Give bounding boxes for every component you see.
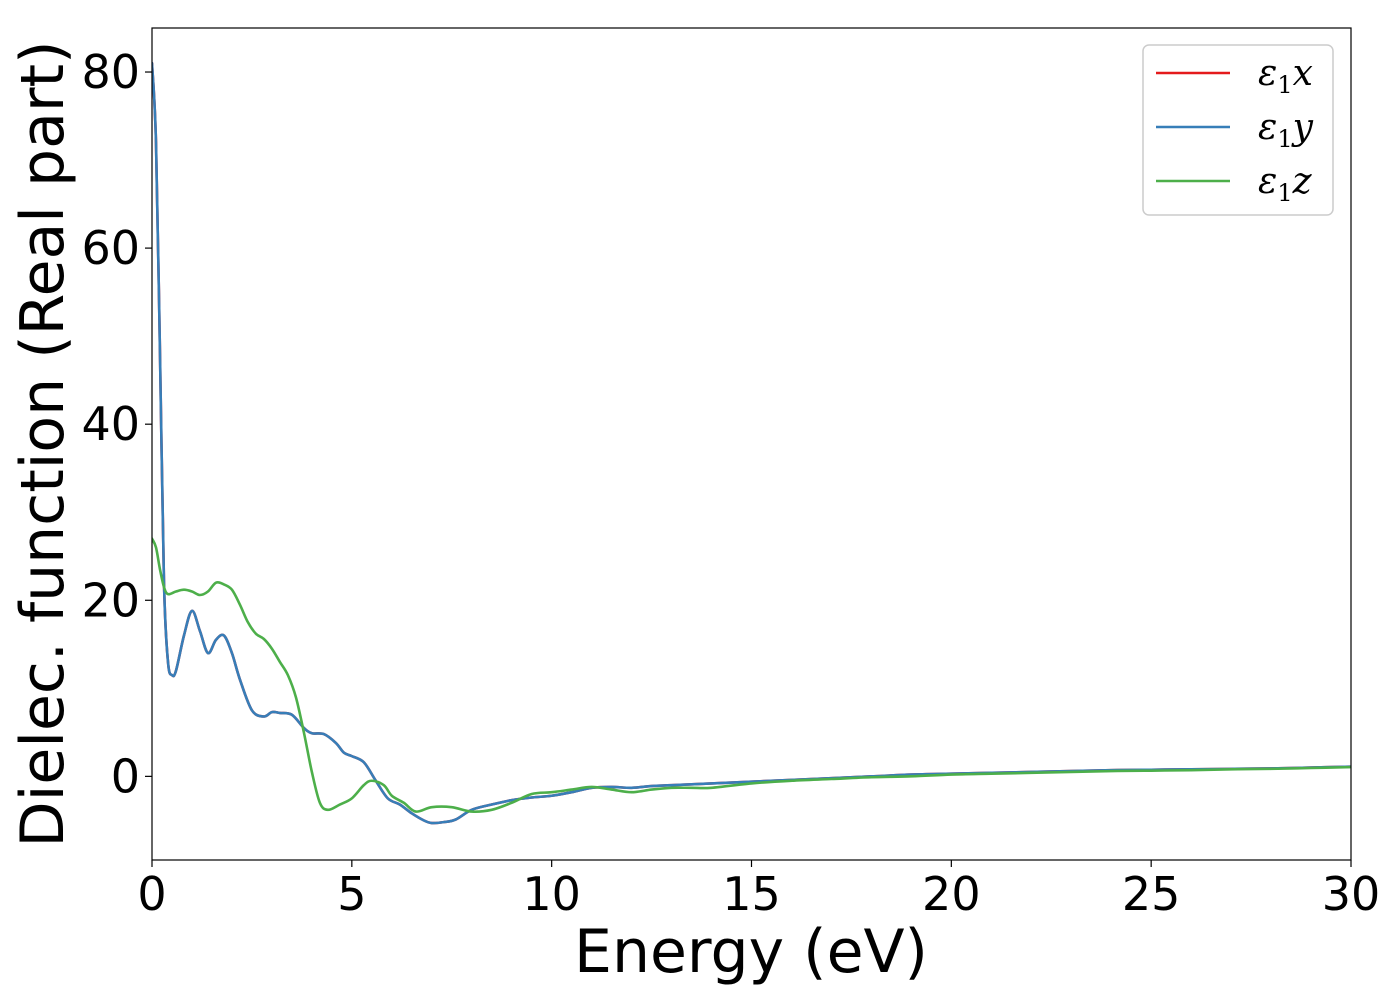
legend-label-z: ε1z [1258,161,1313,207]
y-tick-label: 60 [81,221,140,275]
x-tick-label: 10 [522,867,581,921]
legend-subscript: 1 [1277,71,1292,99]
legend-box [1142,44,1334,216]
x-tick-label: 20 [922,867,981,921]
y-tick-label: 40 [81,397,140,451]
legend-label-x: ε1x [1258,53,1313,99]
legend-subscript: 1 [1277,179,1292,207]
y-tick-label: 0 [111,749,140,803]
legend-symbol: ε [1258,107,1277,148]
x-tick-label: 5 [337,867,366,921]
y-axis-title: Dielec. function (Real part) [8,41,78,848]
legend-label-y: ε1y [1258,107,1314,153]
y-tick-label: 20 [81,573,140,627]
x-tick-label: 15 [722,867,781,921]
legend-series-name: x [1293,53,1313,94]
legend-symbol: ε [1258,161,1277,202]
legend-subscript: 1 [1277,125,1292,153]
x-tick-label: 30 [1322,867,1381,921]
series-line-y [152,61,1351,825]
legend-symbol: ε [1258,53,1277,94]
legend-series-name: y [1291,107,1314,148]
series-line-z [152,537,1351,813]
x-axis: 0 5 10 15 20 25 30 [137,860,1380,921]
x-tick-label: 25 [1122,867,1181,921]
series-layer [152,61,1351,825]
y-axis: 0 20 40 60 80 [81,45,152,803]
x-axis-title: Energy (eV) [574,917,928,987]
legend-series-name: z [1292,161,1313,202]
y-tick-label: 80 [81,45,140,99]
x-tick-label: 0 [137,867,166,921]
